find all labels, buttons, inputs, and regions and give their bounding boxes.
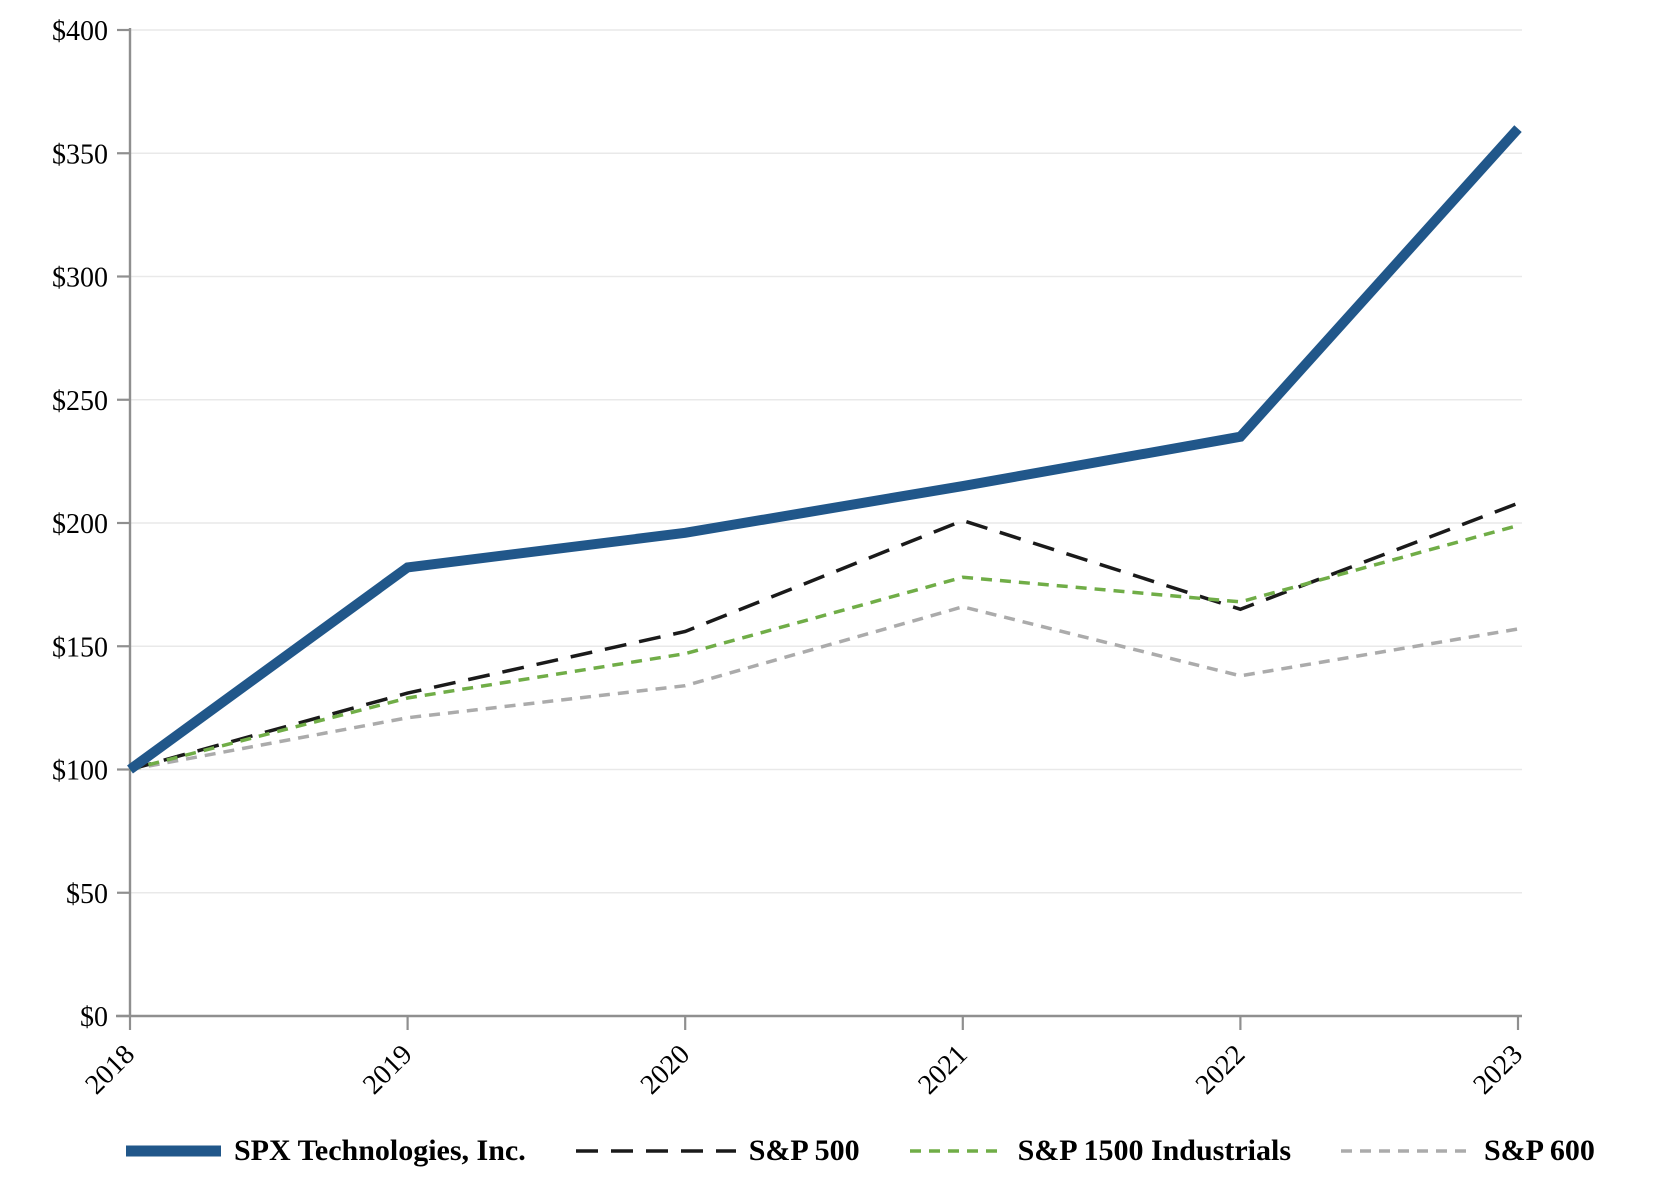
legend-label-spx-technologies: SPX Technologies, Inc. <box>234 1134 526 1167</box>
y-axis-tick-label: $150 <box>52 632 108 663</box>
y-axis-tick-label: $400 <box>52 16 108 47</box>
legend-item-spx-technologies: SPX Technologies, Inc. <box>126 1136 526 1166</box>
y-axis-tick-label: $200 <box>52 509 108 540</box>
x-axis-tick-label: 2023 <box>1467 1039 1529 1101</box>
legend-item-sp600: S&P 600 <box>1341 1136 1595 1166</box>
legend-swatch-sp600 <box>1341 1149 1471 1153</box>
legend-item-sp500: S&P 500 <box>575 1134 860 1167</box>
y-axis-tick-label: $300 <box>52 263 108 294</box>
series-line-s-p-1500-industrials <box>129 523 1519 772</box>
x-axis-tick-label: 2020 <box>635 1039 697 1101</box>
legend-label-sp1500-industrials: S&P 1500 Industrials <box>1017 1134 1291 1167</box>
legend-swatch-sp1500-industrials <box>909 1149 1005 1153</box>
x-axis-tick-label: 2021 <box>912 1039 974 1101</box>
y-axis-tick-label: $250 <box>52 386 108 417</box>
y-axis-tick-label: $50 <box>66 879 108 910</box>
x-axis-tick-label: 2018 <box>79 1039 141 1101</box>
legend-swatch-spx-technologies <box>126 1145 221 1157</box>
x-axis-tick-label: 2022 <box>1190 1039 1252 1101</box>
y-axis-tick-label: $100 <box>52 756 108 787</box>
chart-legend: SPX Technologies, Inc. S&P 500 S&P 1500 … <box>126 1134 1595 1167</box>
series-line-s-p-600 <box>129 604 1519 772</box>
legend-label-sp600: S&P 600 <box>1484 1134 1595 1167</box>
x-axis-tick-label: 2019 <box>357 1039 419 1101</box>
legend-swatch-sp500 <box>575 1149 736 1153</box>
y-axis-tick-label: $350 <box>52 139 108 170</box>
series-line-s-p-500 <box>129 501 1519 772</box>
series-line-spx-technologies-inc <box>127 125 1522 774</box>
legend-item-sp1500-industrials: S&P 1500 Industrials <box>909 1134 1291 1167</box>
legend-label-sp500: S&P 500 <box>748 1134 860 1167</box>
y-axis-tick-label: $0 <box>80 1002 108 1033</box>
